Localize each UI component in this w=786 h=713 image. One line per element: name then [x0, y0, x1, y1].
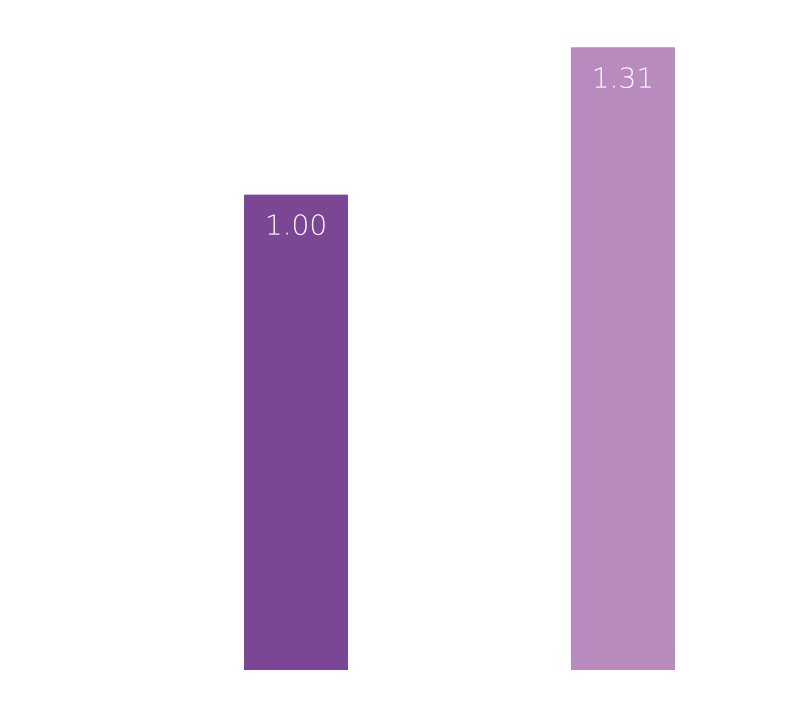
bar-2-value-label: 1.31 — [592, 61, 654, 94]
data-labels-group: 1.00 1.31 — [265, 61, 654, 241]
bar-2 — [571, 47, 675, 670]
bar-1-value-label: 1.00 — [265, 209, 327, 242]
bar-1 — [244, 194, 348, 670]
bars-group — [244, 47, 675, 670]
